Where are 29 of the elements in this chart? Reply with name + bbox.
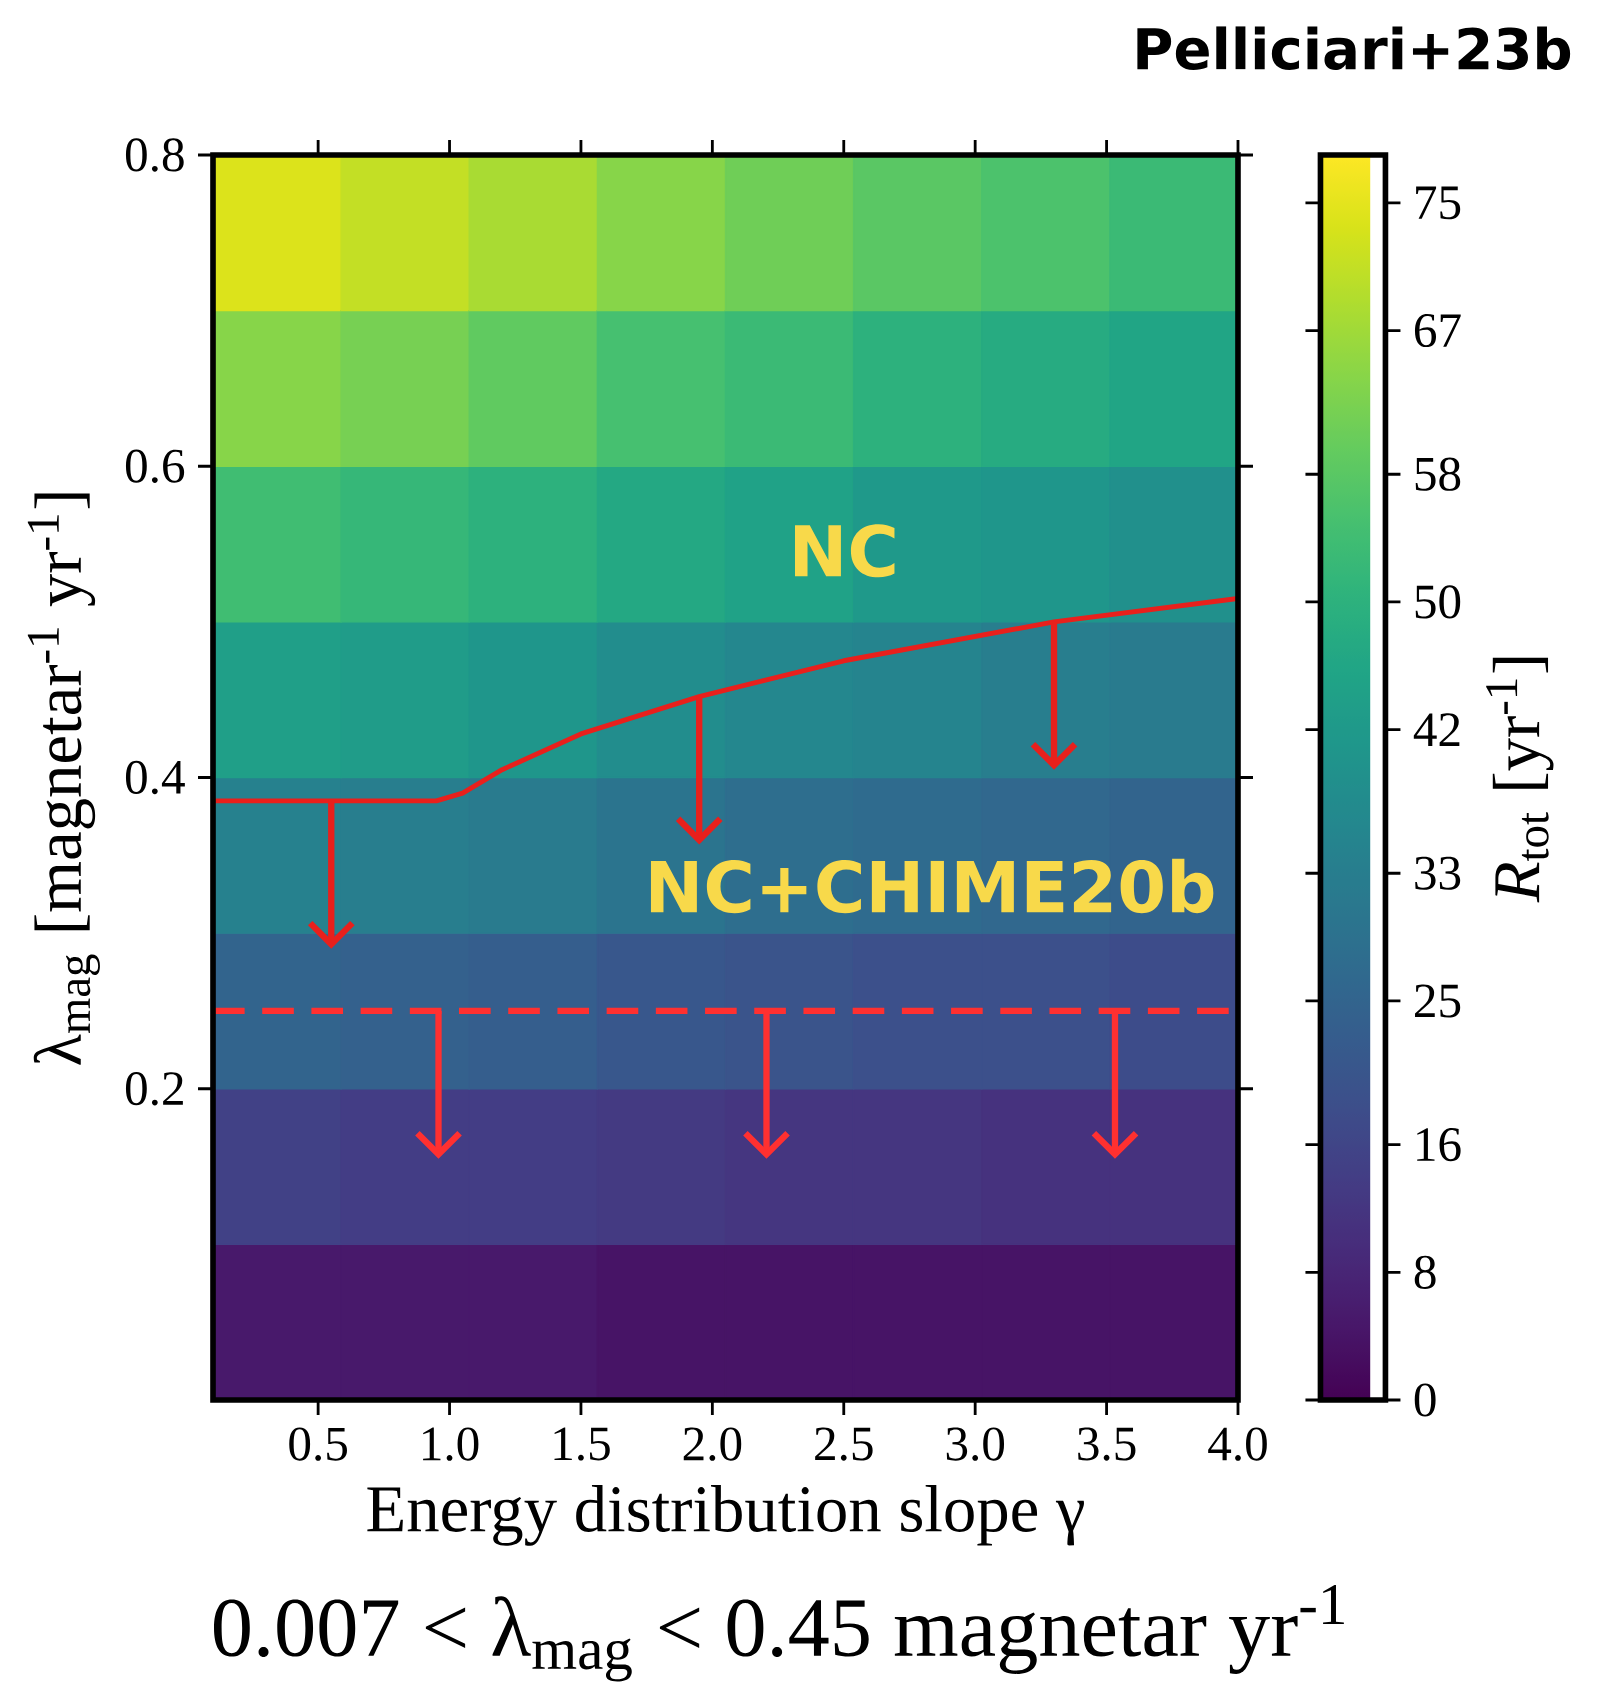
x-tick-label: 1.5 [554,1427,610,1461]
x-tick-label: 0.5 [289,1427,347,1461]
color-bar-label: 75 [1416,186,1461,220]
x-tick-label: 1.0 [423,1427,479,1461]
y-tick-label: 0.6 [125,449,185,483]
y-tick-label: 0.8 [125,138,184,172]
y-tick-label: 0.4 [125,760,185,795]
color-bar-title: R$_{tot}$ [yr$^{-1}$] [1486,657,1554,903]
ref-line-label: NC+CHIME20b [650,858,1214,914]
color-bar-label: 67 [1414,314,1461,348]
y-tick-label: 0.2 [125,1072,183,1106]
color-bar-label: 50 [1415,585,1461,619]
color-bar-label: 16 [1417,1128,1461,1162]
x-tick-label: 3.0 [946,1427,1005,1461]
x-tick-label: 2.5 [815,1427,873,1461]
color-bar-label: 58 [1415,457,1461,491]
text: Pelliciari+23b [1137,26,1571,70]
y-axis-title: λ$_{mag}$ [magnetar$^{-1}$ yr$^{-1}$] [27,493,100,1065]
color-bar-label: 25 [1415,984,1461,1018]
color-bar-label: 0 [1414,1383,1436,1417]
text: 0.007 < λ$_{mag}$ < 0.45 magnetar yr$^{-1}$ [214,1585,1344,1682]
x-tick-label: 2.0 [683,1427,742,1461]
x-tick-label: 4.0 [1208,1427,1267,1461]
color-bar-label: 42 [1413,713,1460,746]
color-bar-label: 33 [1415,856,1461,890]
x-axis-title: Energy distribution slope γ [367,1485,1085,1546]
color-bar-label: 8 [1414,1255,1436,1289]
x-tick-label: 3.5 [1078,1427,1136,1461]
series-label: NC [795,524,895,578]
